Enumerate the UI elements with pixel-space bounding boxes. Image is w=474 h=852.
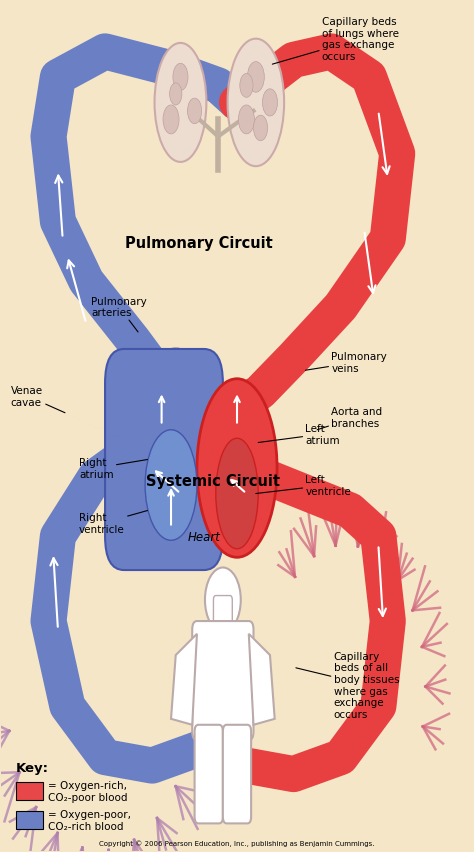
Text: Venae
cavae: Venae cavae <box>11 385 65 413</box>
Circle shape <box>188 99 201 124</box>
Ellipse shape <box>216 439 258 550</box>
Text: = Oxygen-poor,
CO₂-rich blood: = Oxygen-poor, CO₂-rich blood <box>47 809 130 831</box>
Text: Pulmonary Circuit: Pulmonary Circuit <box>126 236 273 250</box>
FancyBboxPatch shape <box>16 811 43 829</box>
Circle shape <box>173 64 188 91</box>
Polygon shape <box>171 634 197 725</box>
Circle shape <box>238 106 255 135</box>
Text: Aorta and
branches: Aorta and branches <box>317 406 383 430</box>
Text: Right
ventricle: Right ventricle <box>79 511 147 534</box>
FancyBboxPatch shape <box>195 725 223 823</box>
Text: Capillary
beds of all
body tissues
where gas
exchange
occurs: Capillary beds of all body tissues where… <box>296 651 399 719</box>
Text: Left
atrium: Left atrium <box>258 423 340 446</box>
Text: Capillary beds
of lungs where
gas exchange
occurs: Capillary beds of lungs where gas exchan… <box>273 17 399 65</box>
Text: Copyright © 2006 Pearson Education, Inc., publishing as Benjamin Cummings.: Copyright © 2006 Pearson Education, Inc.… <box>99 839 375 845</box>
Ellipse shape <box>155 43 206 163</box>
Polygon shape <box>249 634 275 725</box>
Text: Systemic Circuit: Systemic Circuit <box>146 474 281 489</box>
Ellipse shape <box>124 349 228 554</box>
Text: Left
ventricle: Left ventricle <box>256 475 351 496</box>
Circle shape <box>205 567 241 632</box>
Text: Pulmonary
veins: Pulmonary veins <box>305 352 387 373</box>
FancyBboxPatch shape <box>16 782 43 801</box>
Circle shape <box>240 74 253 98</box>
Text: Right
atrium: Right atrium <box>79 458 147 479</box>
Circle shape <box>254 116 268 141</box>
Circle shape <box>170 83 182 106</box>
Text: = Oxygen-rich,
CO₂-poor blood: = Oxygen-rich, CO₂-poor blood <box>47 780 127 802</box>
Text: Key:: Key: <box>16 761 48 774</box>
FancyBboxPatch shape <box>223 725 251 823</box>
Circle shape <box>247 62 264 93</box>
Text: Pulmonary
arteries: Pulmonary arteries <box>91 296 146 332</box>
FancyBboxPatch shape <box>213 596 232 638</box>
Circle shape <box>163 106 179 135</box>
Ellipse shape <box>145 430 197 541</box>
Text: Heart: Heart <box>188 530 220 543</box>
Ellipse shape <box>197 379 277 557</box>
FancyBboxPatch shape <box>192 621 254 740</box>
Ellipse shape <box>228 39 284 167</box>
FancyBboxPatch shape <box>105 349 223 570</box>
Circle shape <box>263 89 277 117</box>
